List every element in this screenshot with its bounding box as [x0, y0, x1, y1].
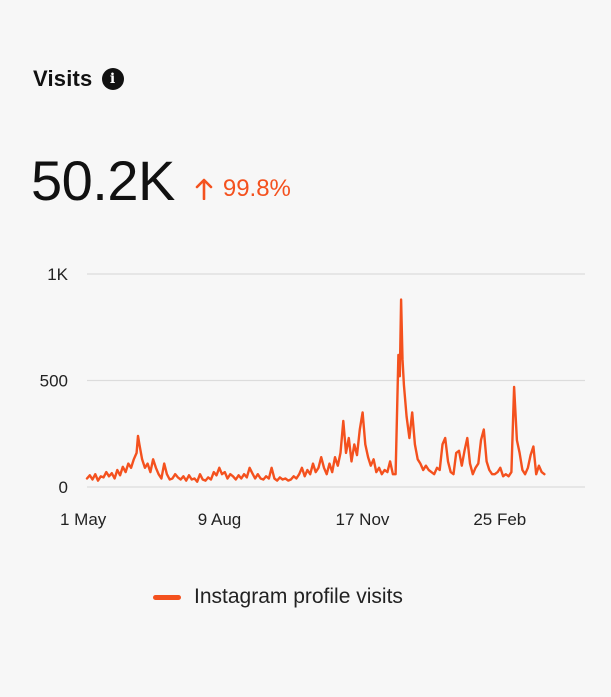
metric-value: 50.2K — [31, 149, 175, 212]
y-tick-label: 500 — [40, 372, 68, 391]
info-icon[interactable]: i — [101, 68, 124, 90]
visits-line-chart: 0 500 1K 1 May 9 Aug 17 Nov 25 Feb — [40, 265, 585, 529]
x-tick-label: 9 Aug — [198, 510, 242, 529]
card-header: Visits i — [33, 66, 124, 92]
series-line — [85, 298, 546, 483]
change-indicator: 99.8% — [195, 175, 291, 203]
arrow-up-icon — [195, 178, 213, 200]
card-title: Visits — [33, 66, 93, 91]
x-tick-label: 1 May — [60, 510, 107, 529]
change-value: 99.8% — [222, 175, 291, 202]
x-tick-label: 25 Feb — [473, 510, 526, 529]
chart-legend: Instagram profile visits — [153, 585, 403, 609]
y-tick-label: 1K — [47, 265, 68, 284]
metric-row: 50.2K 99.8% — [31, 148, 291, 213]
y-tick-label: 0 — [59, 478, 68, 497]
x-tick-label: 17 Nov — [336, 510, 390, 529]
legend-label: Instagram profile visits — [194, 585, 403, 608]
legend-swatch — [153, 594, 181, 600]
